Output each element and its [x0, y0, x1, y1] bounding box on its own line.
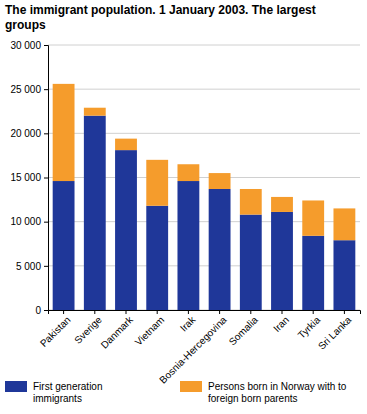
- axis-line: [49, 311, 361, 315]
- bar: [209, 173, 231, 189]
- tick-mark: [44, 89, 48, 90]
- legend-label: First generationimmigrants: [33, 381, 102, 404]
- tick-label: 25 000: [10, 84, 41, 95]
- bar: [177, 181, 199, 310]
- bar: [146, 160, 168, 206]
- tick: Danmark: [99, 310, 136, 351]
- tick: Sri Lanka: [316, 310, 354, 352]
- text-line: groups: [5, 18, 46, 32]
- legend: First generationimmigrants Persons born i…: [5, 381, 347, 404]
- tick-label: 10 000: [10, 216, 41, 227]
- chart: The immigrant population. 1 January 2003…: [0, 0, 367, 414]
- bar: [115, 139, 137, 150]
- grid: [48, 45, 360, 310]
- text-line: foreign born parents: [208, 393, 298, 404]
- grid-line: [48, 89, 360, 90]
- bar: [84, 108, 106, 116]
- tick-mark: [44, 178, 48, 179]
- tick-mark: [44, 133, 48, 134]
- tick-mark: [94, 310, 95, 314]
- tick: Bosnia-Hercegovina: [157, 310, 229, 386]
- grid-line: [48, 45, 360, 46]
- bar: [115, 150, 137, 310]
- bar: [209, 189, 231, 310]
- tick-mark: [344, 310, 345, 314]
- tick-mark: [219, 310, 220, 314]
- tick: Tyrkia: [296, 310, 323, 341]
- tick-label: Somalia: [227, 314, 261, 348]
- tick: Sverige: [72, 310, 104, 346]
- text-line: First generation: [33, 381, 102, 392]
- bar: [302, 200, 324, 235]
- tick-mark: [44, 45, 48, 46]
- bar: [333, 240, 355, 310]
- bar: [177, 164, 199, 181]
- tick-mark: [188, 310, 189, 314]
- tick-label: Pakistan: [38, 314, 73, 349]
- bar: [53, 84, 75, 181]
- axis-line: [44, 46, 49, 311]
- bar: [271, 212, 293, 310]
- tick-mark: [44, 266, 48, 267]
- tick-label: Iran: [271, 314, 291, 334]
- legend-label: Persons born in Norway with toforeign bo…: [208, 381, 347, 404]
- tick-label: Bosnia-Hercegovina: [157, 314, 229, 386]
- legend-swatch: [180, 381, 202, 392]
- tick: 25 000: [10, 84, 48, 95]
- series: [53, 116, 356, 310]
- tick: Pakistan: [38, 310, 73, 349]
- tick-mark: [63, 310, 64, 314]
- tick-label: 30 000: [10, 40, 41, 51]
- bar: [146, 206, 168, 310]
- text-line: Persons born in Norway with to: [208, 381, 347, 392]
- series: [53, 84, 356, 240]
- tick: Vietnam: [133, 310, 167, 348]
- tick-mark: [250, 310, 251, 314]
- bar: [84, 116, 106, 310]
- tick: Somalia: [227, 310, 261, 347]
- tick-label: Vietnam: [133, 314, 167, 348]
- tick: 30 000: [10, 40, 48, 51]
- tick-mark: [44, 222, 48, 223]
- tick-label: 5 000: [16, 261, 41, 272]
- tick-label: Sri Lanka: [316, 314, 354, 352]
- tick-mark: [282, 310, 283, 314]
- tick-label: 20 000: [10, 128, 41, 139]
- tick-mark: [126, 310, 127, 314]
- tick: Irak: [178, 310, 198, 334]
- tick: 15 000: [10, 172, 48, 183]
- text-line: The immigrant population. 1 January 2003…: [5, 3, 316, 17]
- legend-swatch: [5, 381, 27, 392]
- tick-mark: [157, 310, 158, 314]
- bar: [53, 181, 75, 310]
- tick-label: Danmark: [99, 313, 136, 350]
- tick-mark: [44, 310, 48, 311]
- tick: 5 000: [16, 261, 48, 272]
- tick: 0: [35, 305, 48, 316]
- bar: [302, 236, 324, 310]
- tick: 10 000: [10, 216, 48, 227]
- text-line: immigrants: [33, 393, 82, 404]
- tick-mark: [313, 310, 314, 314]
- bar: [333, 208, 355, 240]
- bar: [240, 215, 262, 310]
- bars: [53, 84, 356, 310]
- tick-label: Tyrkia: [296, 314, 323, 341]
- bar: [271, 197, 293, 212]
- tick-label: Irak: [178, 313, 198, 333]
- tick: Iran: [271, 310, 291, 334]
- title: The immigrant population. 1 January 2003…: [5, 3, 316, 32]
- bar: [240, 189, 262, 215]
- tick: 20 000: [10, 128, 48, 139]
- x-axis: PakistanSverigeDanmarkVietnam IrakBosnia-…: [38, 310, 361, 386]
- tick-label: 15 000: [10, 172, 41, 183]
- tick-label: 0: [35, 305, 41, 316]
- y-axis: 0 5 000 10 000 15 000 20 000 25 000 30 000: [10, 40, 48, 316]
